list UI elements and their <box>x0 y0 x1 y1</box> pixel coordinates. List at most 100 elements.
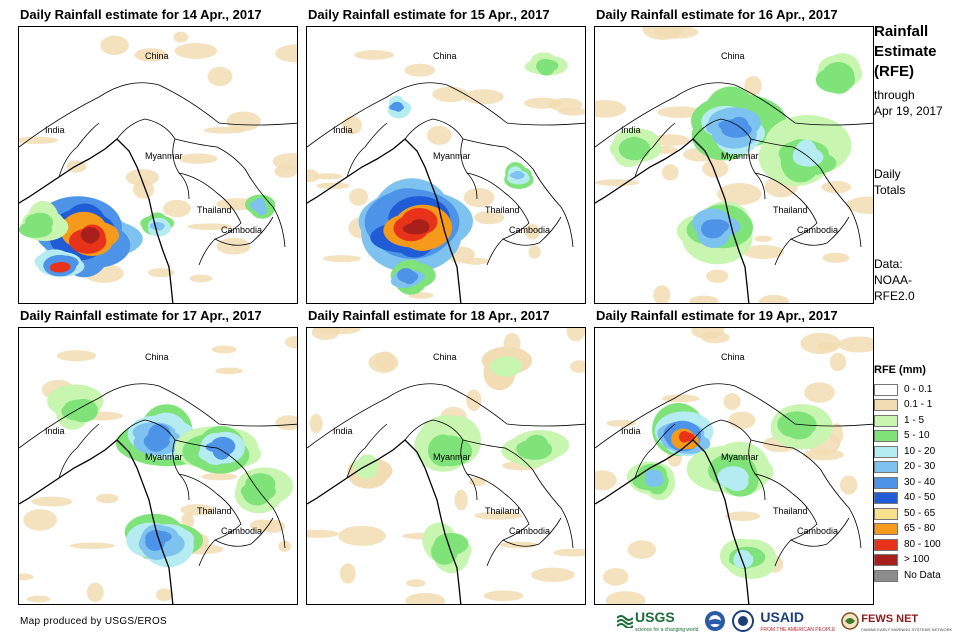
tan-patch <box>216 237 251 255</box>
country-border <box>307 383 585 449</box>
fewsnet-text: FEWS NET <box>861 613 919 625</box>
label-china: China <box>721 51 745 61</box>
rain-blob <box>721 121 752 138</box>
label-cambodia: Cambodia <box>509 225 551 235</box>
country-border <box>346 122 388 178</box>
label-cambodia: Cambodia <box>797 225 839 235</box>
rain-blob <box>700 219 725 239</box>
tan-patch <box>19 573 34 581</box>
daily-line: Totals <box>874 183 906 197</box>
tan-patch <box>469 476 486 487</box>
label-thailand: Thailand <box>773 506 808 516</box>
label-myanmar: Myanmar <box>145 452 183 462</box>
sidebar-through: through Apr 19, 2017 <box>874 87 943 119</box>
legend-swatch <box>874 492 898 505</box>
tan-patch <box>134 48 168 62</box>
title-line: (RFE) <box>874 63 914 80</box>
legend-label: 1 - 5 <box>904 414 925 426</box>
tan-patch <box>606 419 637 427</box>
country-border <box>58 423 100 479</box>
tan-patch <box>661 394 700 403</box>
tan-patch <box>189 274 213 283</box>
panel-title: Daily Rainfall estimate for 14 Apr., 201… <box>20 7 262 22</box>
legend-row: > 100 <box>874 553 964 569</box>
usgs-wave-icon <box>617 615 633 628</box>
legend-label: 0 - 0.1 <box>904 383 933 395</box>
label-india: India <box>45 426 65 436</box>
fewsnet-tagline: FAMINE EARLY WARNING SYSTEMS NETWORK <box>861 627 953 632</box>
country-border <box>19 383 297 449</box>
country-border <box>178 172 242 266</box>
map-credit: Map produced by USGS/EROS <box>20 616 168 627</box>
tan-patch <box>307 169 319 183</box>
tan-patch <box>602 568 629 586</box>
panel-title: Daily Rainfall estimate for 15 Apr., 201… <box>308 7 550 22</box>
rain-blob <box>538 59 559 72</box>
country-border <box>634 423 676 479</box>
country-border <box>634 122 676 178</box>
map-panel-18apr: Daily Rainfall estimate for 18 Apr., 201… <box>306 305 586 605</box>
tan-patch <box>342 116 362 135</box>
label-myanmar: Myanmar <box>433 452 471 462</box>
tan-patch <box>689 295 719 303</box>
tan-patch <box>653 285 671 303</box>
map-svg <box>307 328 585 604</box>
country-border <box>466 172 530 266</box>
rain-blob <box>524 434 549 456</box>
tan-patch <box>474 210 505 225</box>
tan-patch <box>706 269 729 283</box>
rain-blob <box>145 530 168 546</box>
country-border <box>750 439 862 549</box>
label-india: India <box>45 125 65 135</box>
tan-patch <box>147 268 175 278</box>
tan-patch <box>275 44 297 63</box>
legend-swatch <box>874 461 898 474</box>
label-china: China <box>721 352 745 362</box>
tan-patch <box>69 542 115 549</box>
sidebar-title: Rainfall Estimate (RFE) <box>874 22 937 82</box>
tan-patch <box>178 153 218 164</box>
rain-blob <box>80 227 100 243</box>
through-date: Apr 19, 2017 <box>874 104 943 118</box>
legend-row: 10 - 20 <box>874 444 964 460</box>
tan-patch <box>313 328 361 335</box>
tan-patch <box>26 595 51 603</box>
country-border <box>466 473 530 567</box>
data-line: Data: <box>874 257 903 271</box>
label-cambodia: Cambodia <box>221 225 263 235</box>
legend-row: 5 - 10 <box>874 429 964 445</box>
legend-row: 1 - 5 <box>874 413 964 429</box>
tan-patch <box>284 335 297 349</box>
tan-patch <box>717 183 762 206</box>
label-myanmar: Myanmar <box>721 151 759 161</box>
country-border <box>595 383 873 449</box>
tan-patch <box>207 66 233 87</box>
rain-blob <box>250 199 266 211</box>
tan-patch <box>322 255 362 263</box>
tan-patch <box>595 470 617 491</box>
country-border <box>214 517 274 547</box>
tan-patch <box>839 475 858 495</box>
country-border <box>462 439 574 549</box>
usgs-text: USGS <box>635 609 675 625</box>
tan-patch <box>499 541 538 549</box>
tan-patch <box>531 567 575 583</box>
rain-blob <box>240 481 276 502</box>
usaid-seal-icon <box>732 610 755 632</box>
tan-patch <box>404 63 436 77</box>
legend-row: 0.1 - 1 <box>874 398 964 414</box>
rain-blob <box>434 435 466 462</box>
tan-patch <box>275 415 297 431</box>
rain-blob <box>148 423 171 445</box>
usaid-text: USAID <box>760 609 804 625</box>
tan-patch <box>432 86 469 103</box>
legend-swatch <box>874 523 898 536</box>
title-line: Rainfall <box>874 23 929 40</box>
legend-label: 30 - 40 <box>904 476 936 488</box>
noaa-logo-icon <box>705 611 726 631</box>
map-panel-14apr: Daily Rainfall estimate for 14 Apr., 201… <box>18 4 298 304</box>
rainfall-map: China India Myanmar Thailand Cambodia <box>18 26 298 304</box>
panel-title: Daily Rainfall estimate for 19 Apr., 201… <box>596 308 838 323</box>
country-border <box>754 473 818 567</box>
tan-patch <box>627 540 657 559</box>
